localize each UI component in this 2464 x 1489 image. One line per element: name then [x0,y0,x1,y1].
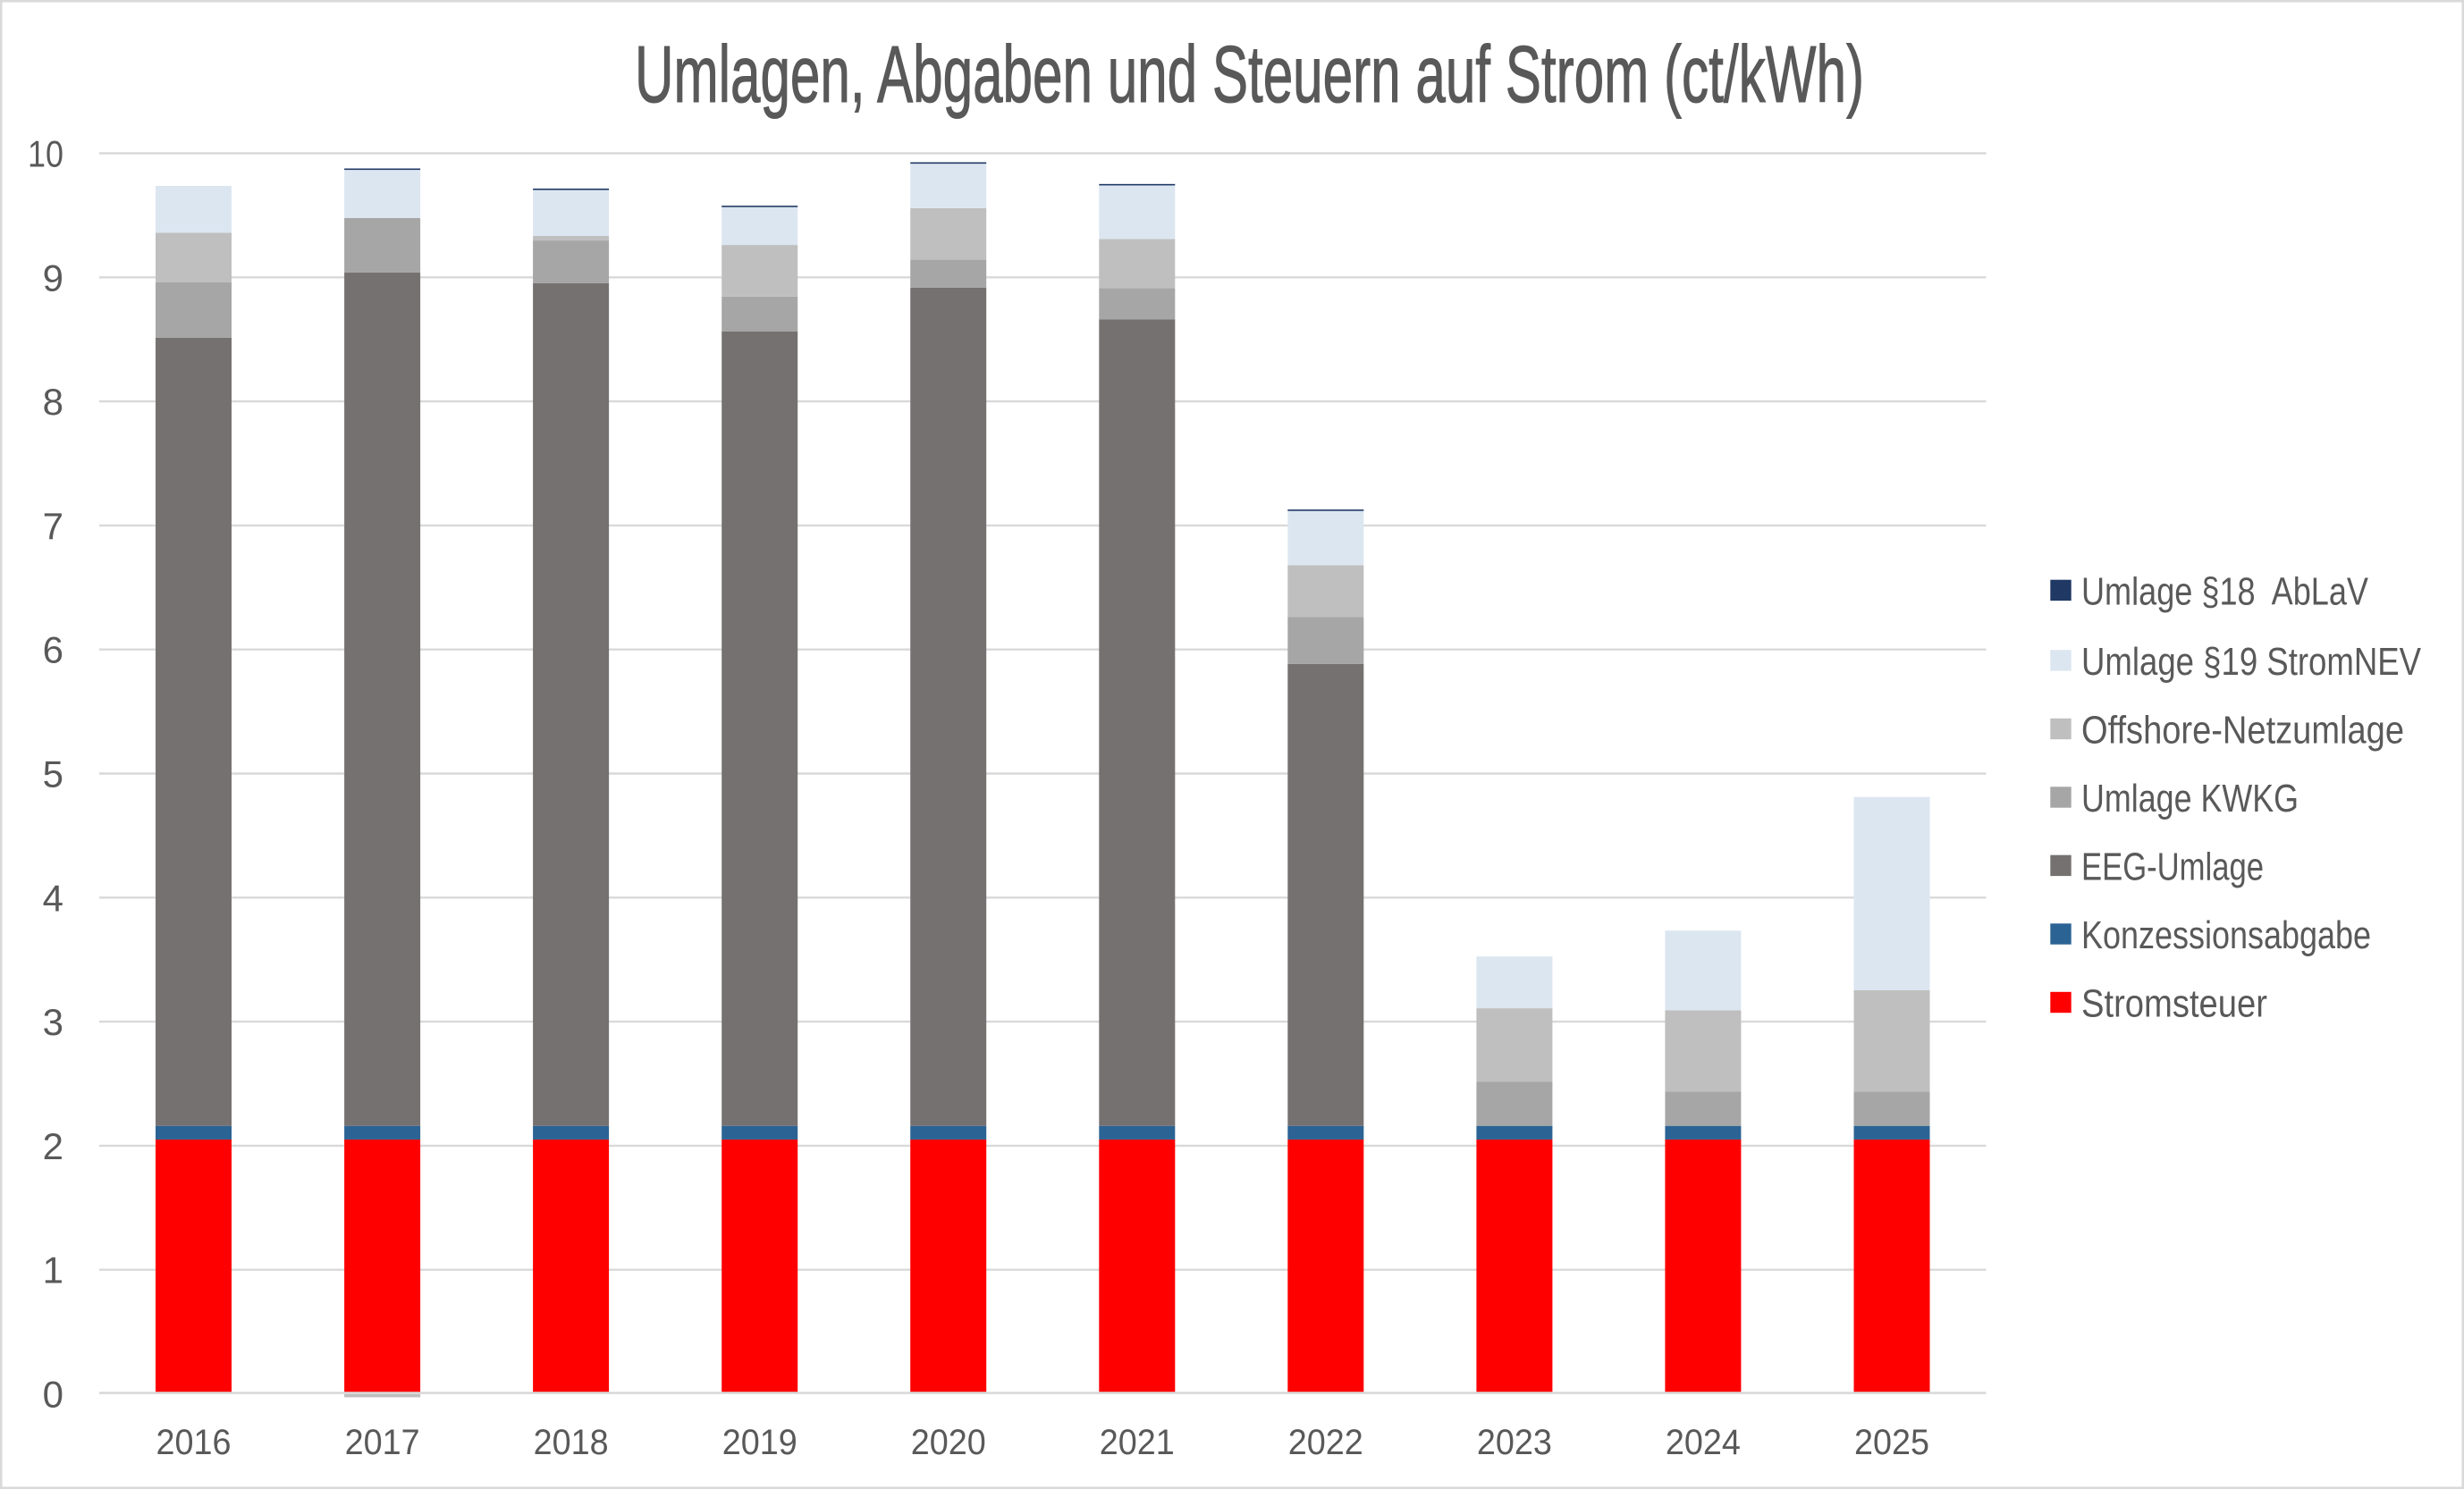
svg-text:4: 4 [43,877,63,919]
svg-text:2024: 2024 [1666,1423,1741,1462]
svg-text:2025: 2025 [1854,1423,1929,1462]
svg-text:6: 6 [43,629,63,671]
svg-text:8: 8 [43,381,63,423]
svg-text:Umlage KWKG: Umlage KWKG [2081,777,2299,820]
svg-text:Stromsteuer: Stromsteuer [2081,982,2267,1026]
svg-text:2: 2 [43,1125,63,1167]
svg-text:Umlage §18 AbLaV: Umlage §18 AbLaV [2081,569,2369,613]
svg-text:2017: 2017 [345,1423,420,1462]
svg-text:5: 5 [43,753,63,795]
svg-text:2020: 2020 [911,1423,986,1462]
svg-text:Offshore-Netzumlage: Offshore-Netzumlage [2081,709,2404,753]
svg-text:1: 1 [43,1249,63,1291]
svg-text:3: 3 [43,1001,63,1043]
svg-text:10: 10 [28,133,63,175]
svg-text:9: 9 [43,257,63,299]
svg-text:2016: 2016 [156,1423,232,1462]
svg-text:Umlagen, Abgaben und Steuern a: Umlagen, Abgaben und Steuern auf Strom (… [635,30,1864,120]
svg-text:2021: 2021 [1100,1423,1175,1462]
svg-text:EEG-Umlage: EEG-Umlage [2081,845,2264,888]
svg-text:Konzessionsabgabe: Konzessionsabgabe [2081,913,2371,957]
svg-text:2018: 2018 [534,1423,609,1462]
svg-text:2023: 2023 [1477,1423,1552,1462]
svg-text:2022: 2022 [1288,1423,1363,1462]
svg-text:2019: 2019 [722,1423,797,1462]
svg-text:0: 0 [43,1374,63,1416]
svg-text:7: 7 [43,505,63,547]
svg-text:Umlage §19 StromNEV: Umlage §19 StromNEV [2081,640,2422,684]
